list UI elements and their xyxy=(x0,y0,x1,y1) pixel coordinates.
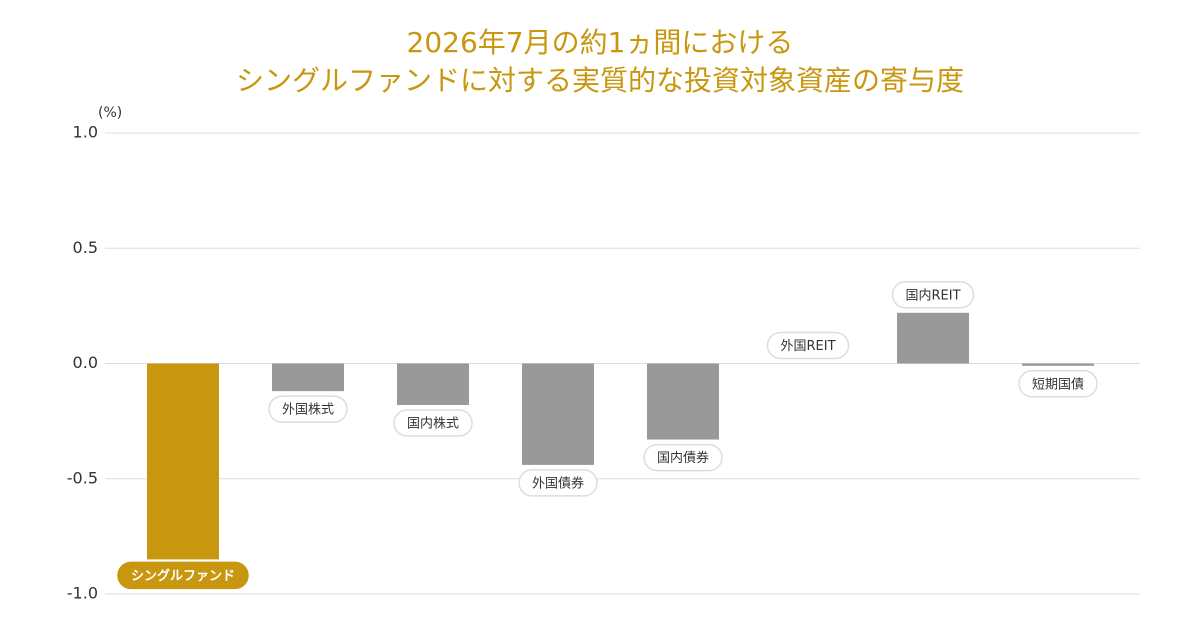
y-tick-label: 0.0 xyxy=(73,353,98,372)
category-label: 国内株式 xyxy=(393,409,473,437)
x-tick-label: 国内債券 xyxy=(657,450,709,466)
label-pill xyxy=(891,281,975,309)
bar xyxy=(897,312,969,364)
x-tick-label: シングルファンド xyxy=(131,568,235,584)
label-pill xyxy=(518,469,598,497)
label-pill xyxy=(1018,370,1098,398)
bar xyxy=(147,363,219,560)
y-tick-label: -0.5 xyxy=(67,468,98,487)
category-label: 短期国債 xyxy=(1018,370,1098,398)
y-unit: (%) xyxy=(98,105,122,121)
label-pill xyxy=(117,561,249,590)
chart-title: 2026年7月の約1ヵ間における xyxy=(407,26,794,59)
category-label: 外国REIT xyxy=(766,331,850,360)
category-label: 外国債券 xyxy=(518,469,598,497)
bar xyxy=(272,363,344,392)
y-tick-label: -1.0 xyxy=(67,584,98,603)
bar xyxy=(522,363,594,465)
label-pill xyxy=(643,443,723,472)
label-pill xyxy=(766,331,850,360)
category-label: 外国株式 xyxy=(268,395,348,423)
x-tick-label: 外国REIT xyxy=(780,339,835,354)
y-tick-label: 1.0 xyxy=(73,123,98,142)
x-tick-label: 短期国債 xyxy=(1032,377,1084,392)
bar xyxy=(397,363,469,405)
x-tick-label: 国内株式 xyxy=(407,415,459,431)
x-tick-label: 外国株式 xyxy=(282,403,334,418)
chart-title: シングルファンドに対する実質的な投資対象資産の寄与度 xyxy=(236,64,964,97)
bar xyxy=(1022,363,1094,366)
x-tick-label: 国内REIT xyxy=(905,287,960,303)
category-label: 国内REIT xyxy=(891,281,975,309)
category-label: 国内債券 xyxy=(643,443,723,472)
label-pill xyxy=(393,409,473,437)
label-pill xyxy=(268,395,348,423)
x-tick-label: 外国債券 xyxy=(532,475,584,491)
category-label: シングルファンド xyxy=(117,561,249,590)
y-tick-label: 0.5 xyxy=(73,238,98,257)
bar xyxy=(647,363,719,440)
